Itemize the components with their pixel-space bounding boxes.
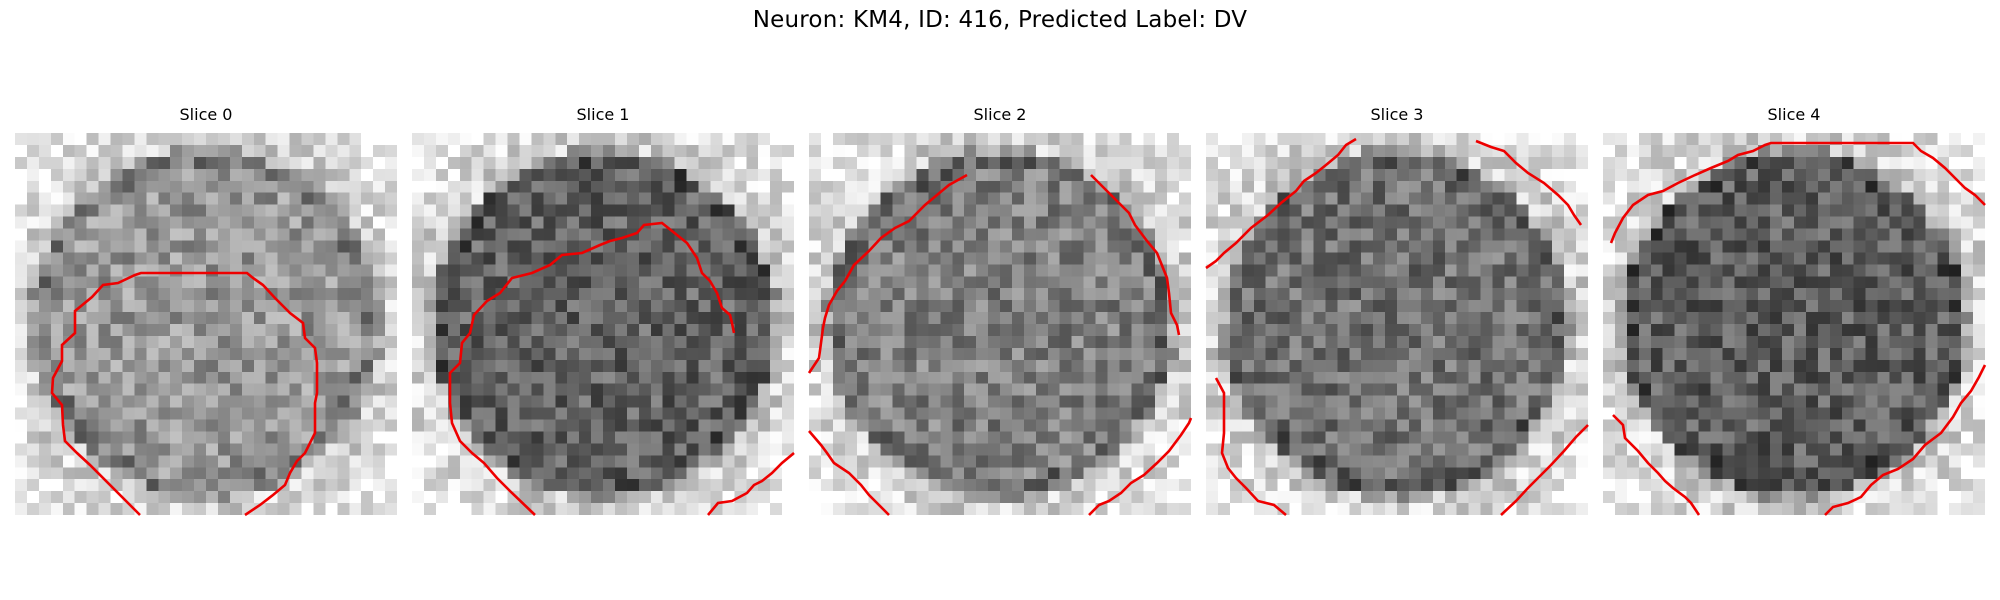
slice-image <box>1206 133 1588 515</box>
slice-title: Slice 0 <box>179 105 233 124</box>
slice-image <box>412 133 794 515</box>
figure-title: Neuron: KM4, ID: 416, Predicted Label: D… <box>752 7 1248 33</box>
slice-title: Slice 4 <box>1767 105 1821 124</box>
segmentation-contour <box>448 221 795 516</box>
segmentation-contour <box>50 271 319 517</box>
segmentation-contour <box>1205 137 1589 516</box>
slice-title: Slice 2 <box>973 105 1027 124</box>
slice-image <box>809 133 1191 515</box>
slice-title: Slice 1 <box>576 105 630 124</box>
segmentation-contour <box>807 173 1193 516</box>
slice-image <box>15 133 397 515</box>
slice-image <box>1603 133 1985 515</box>
segmentation-contour <box>1609 141 1987 516</box>
slice-title: Slice 3 <box>1370 105 1424 124</box>
